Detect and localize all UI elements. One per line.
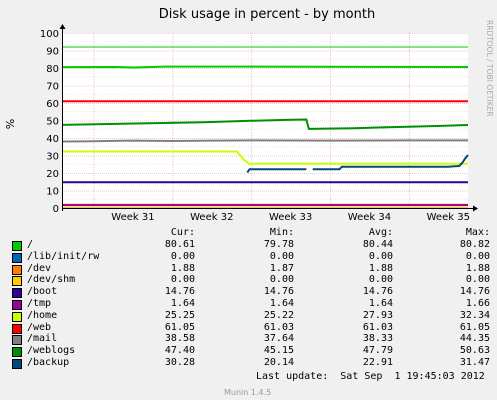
y-tick-label: 90 [46,47,59,58]
y-tick-label: 0 [53,204,59,215]
series-line [246,168,307,174]
y-tick-label: 60 [46,99,59,110]
series-line [61,139,468,143]
rrdtool-watermark: RRDTOOL / TOBI OETIKER [485,20,494,117]
x-tick-label: Week 35 [427,212,470,223]
x-tick-label: Week 33 [269,212,312,223]
y-tick-label: 30 [46,152,59,163]
munin-version: Munin 1.4.5 [224,388,272,397]
y-tick-label: 80 [46,64,59,75]
x-tick-label: Week 34 [348,212,391,223]
y-tick-label: 40 [46,134,59,145]
y-tick-label: 70 [46,82,59,93]
y-tick-label: 100 [40,29,59,40]
series-line [61,65,469,69]
y-tick-label: 10 [46,187,59,198]
y-axis-arrow [59,24,66,29]
series-line [312,154,469,171]
y-axis-label: % [4,119,17,129]
axis-layer: 0 10 20 30 40 50 60 70 80 90 100 Week 31 Week 32 Week… [40,24,478,223]
y-tick-label: 20 [46,169,59,180]
series-line [61,118,469,130]
x-tick-label: Week 32 [190,212,233,223]
last-update: Last update: Sat Sep 1 19:45:03 2012 [256,371,485,382]
y-tick-label: 50 [46,117,59,128]
chart-title: Disk usage in percent - by month [159,7,375,22]
x-axis-arrow [473,205,478,212]
series-line [62,150,469,165]
x-tick-label: Week 31 [111,212,154,223]
